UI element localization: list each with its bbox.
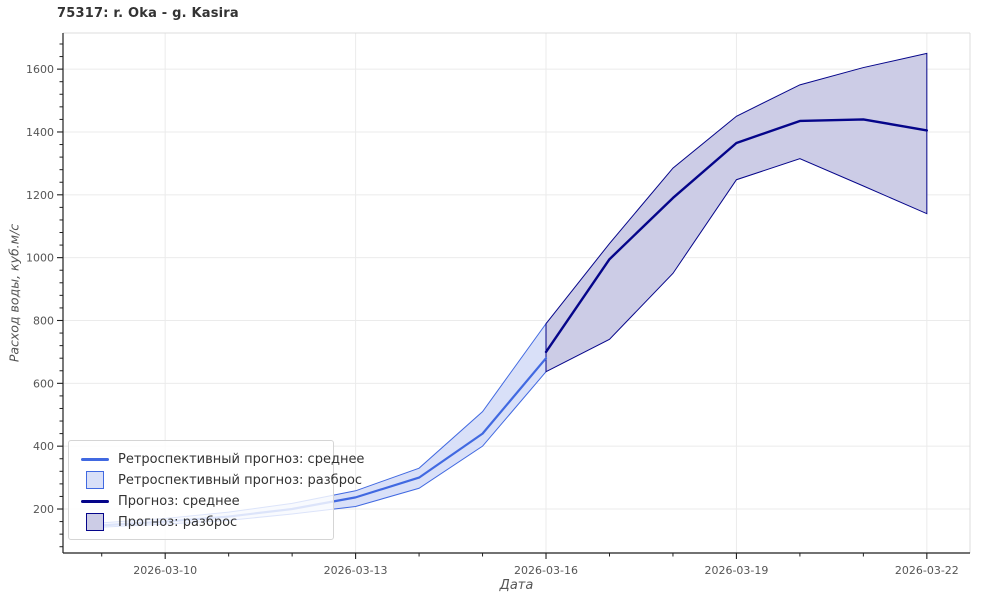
legend-item-retro-spread: Ретроспективный прогноз: разброс [78,470,362,490]
legend-item-forecast-spread: Прогноз: разброс [78,512,324,532]
legend-label: Ретроспективный прогноз: разброс [118,472,363,488]
legend-label: Прогноз: разброс [118,514,238,530]
svg-text:1000: 1000 [26,252,54,265]
y-axis-label: Расход воды, куб.м/с [6,223,22,363]
svg-text:2026-03-13: 2026-03-13 [324,564,388,577]
svg-text:600: 600 [33,377,54,390]
svg-text:200: 200 [33,503,54,516]
svg-text:2026-03-16: 2026-03-16 [514,564,578,577]
legend-line-swatch [78,499,112,503]
legend-label: Прогноз: среднее [118,493,240,509]
svg-text:800: 800 [33,314,54,327]
chart-title: 75317: r. Oka - g. Kasira [57,6,239,21]
svg-text:1600: 1600 [26,63,54,76]
svg-text:1400: 1400 [26,126,54,139]
legend-line-swatch [78,457,112,461]
svg-text:1200: 1200 [26,189,54,202]
svg-text:2026-03-19: 2026-03-19 [704,564,768,577]
svg-text:400: 400 [33,440,54,453]
svg-text:2026-03-22: 2026-03-22 [895,564,959,577]
legend: Ретроспективный прогноз: среднее Ретросп… [68,440,364,540]
svg-text:2026-03-10: 2026-03-10 [133,564,197,577]
x-axis-label: Дата [499,578,534,593]
legend-item-forecast-mean: Прогноз: среднее [78,491,324,511]
legend-label: Ретроспективный прогноз: среднее [118,451,365,467]
legend-item-retro-mean: Ретроспективный прогноз: среднее [78,449,364,469]
legend-patch-swatch [78,513,112,531]
legend-patch-swatch [78,471,112,489]
